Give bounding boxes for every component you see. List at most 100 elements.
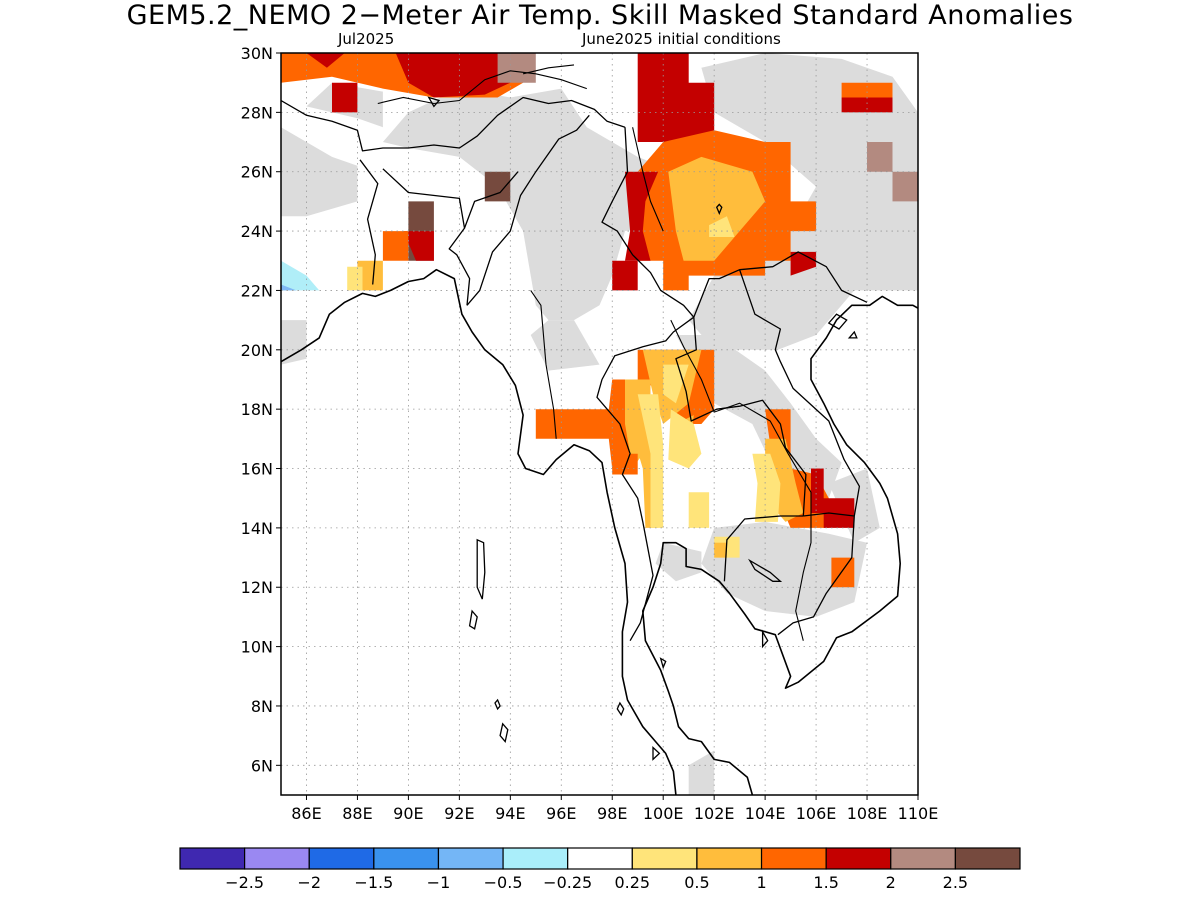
anomaly-region-a15 <box>332 82 358 113</box>
river-line <box>670 319 812 641</box>
anomaly-region-masked <box>655 542 702 582</box>
lat-tick-label: 14N <box>241 519 273 538</box>
colorbar-swatch <box>890 847 956 870</box>
island-outline <box>468 609 478 630</box>
colorbar-label: −0.5 <box>484 873 523 892</box>
lat-tick-label: 30N <box>241 44 273 63</box>
island-outline <box>847 330 858 339</box>
anomaly-region-masked <box>688 750 715 795</box>
anomaly-region-a2 <box>892 171 918 202</box>
map-frame <box>280 52 919 796</box>
lon-tick-label: 104E <box>745 804 786 823</box>
country-border <box>463 171 519 229</box>
lat-tick-label: 24N <box>241 222 273 241</box>
colorbar-label: −1 <box>427 873 451 892</box>
anomaly-region-a15 <box>841 97 893 113</box>
lon-tick-label: 90E <box>393 804 423 823</box>
country-border <box>693 251 868 318</box>
colorbar-label: 1.5 <box>813 873 838 892</box>
country-border <box>596 316 695 642</box>
anomaly-region-a1 <box>841 82 893 98</box>
anomaly-region-a025 <box>637 394 664 528</box>
lat-tick-label: 28N <box>241 103 273 122</box>
lon-tick-label: 86E <box>291 804 321 823</box>
country-border <box>738 269 861 636</box>
anomaly-region-masked <box>675 335 842 505</box>
anomaly-region-n05 <box>281 260 320 291</box>
coastline <box>641 295 918 795</box>
colorbar-label: −1.5 <box>354 873 393 892</box>
colorbar-swatch <box>631 847 698 870</box>
anomaly-region-a025 <box>347 266 363 291</box>
island-outline <box>748 558 783 582</box>
lat-tick-label: 6N <box>251 756 273 775</box>
colorbar-label: −2 <box>297 873 321 892</box>
colorbar-label: −2.5 <box>225 873 264 892</box>
river-line <box>377 70 587 105</box>
colorbar-swatch <box>244 847 310 870</box>
anomaly-region-a05 <box>357 260 383 291</box>
lon-tick-label: 98E <box>597 804 627 823</box>
anomaly-region-a15 <box>625 171 659 261</box>
colorbar-swatch <box>373 847 440 870</box>
anomaly-region-a1 <box>535 409 613 439</box>
island-outline <box>494 698 501 711</box>
chart-title: GEM5.2_NEMO 2−Meter Air Temp. Skill Mask… <box>126 0 1074 31</box>
anomaly-fill-layer <box>281 53 918 795</box>
island-outline <box>499 722 509 744</box>
colorbar-swatch <box>954 847 1021 870</box>
country-border <box>466 114 590 306</box>
lon-tick-label: 102E <box>694 804 735 823</box>
anomaly-region-a025 <box>752 453 781 522</box>
lon-tick-label: 88E <box>342 804 372 823</box>
colorbar-label: 2 <box>886 873 896 892</box>
axis-ticks: 6N 8N 10N 12N 14N 16N 18N 20N 22N 24N 26N 28N 30N 86E… <box>241 44 939 823</box>
lat-tick-label: 26N <box>241 163 273 182</box>
anomaly-region-masked <box>281 320 307 365</box>
forecast-month: Jul2025 <box>338 30 395 48</box>
island-outline <box>715 203 723 215</box>
anomaly-region-a1 <box>831 557 855 588</box>
river-line <box>522 64 575 75</box>
colorbar-swatch <box>567 847 633 870</box>
colorbar-swatch <box>696 847 763 870</box>
anomaly-region-a15 <box>395 53 511 98</box>
anomaly-region-a1 <box>612 453 638 475</box>
lon-tick-label: 110E <box>898 804 939 823</box>
anomaly-region-masked <box>382 88 676 321</box>
country-border <box>359 159 379 285</box>
anomaly-region-masked <box>530 320 600 371</box>
lon-tick-label: 94E <box>495 804 525 823</box>
anomaly-region-a1 <box>382 231 409 261</box>
anomaly-region-a15 <box>612 260 638 291</box>
anomaly-region-a2 <box>497 53 536 83</box>
anomaly-region-masked <box>281 127 358 217</box>
island-outline <box>827 313 848 330</box>
anomaly-region-a15 <box>811 468 855 528</box>
anomaly-region-a15 <box>306 53 345 68</box>
country-border <box>723 515 804 582</box>
lat-tick-label: 18N <box>241 400 273 419</box>
initial-conditions-label: June2025 initial conditions <box>582 30 781 48</box>
country-border <box>601 127 695 318</box>
colorbar-label: 0.25 <box>614 873 650 892</box>
island-outline <box>476 538 486 600</box>
anomaly-region-a25 <box>484 171 511 202</box>
colorbar-label: 1 <box>756 873 766 892</box>
lat-tick-label: 20N <box>241 341 273 360</box>
lon-tick-label: 106E <box>796 804 837 823</box>
lon-tick-label: 92E <box>444 804 474 823</box>
anomaly-region-a025 <box>688 492 710 528</box>
colorbar-swatch <box>760 847 827 870</box>
lat-tick-label: 8N <box>251 697 273 716</box>
colorbar-swatch <box>308 847 375 870</box>
colorbar-label: −0.25 <box>543 873 592 892</box>
lon-tick-label: 96E <box>546 804 576 823</box>
anomaly-region-a025 <box>668 409 702 469</box>
colorbar-label: 2.5 <box>943 873 968 892</box>
lat-tick-label: 22N <box>241 281 273 300</box>
island-outline <box>761 629 769 649</box>
country-border <box>382 168 471 306</box>
lat-tick-label: 16N <box>241 460 273 479</box>
